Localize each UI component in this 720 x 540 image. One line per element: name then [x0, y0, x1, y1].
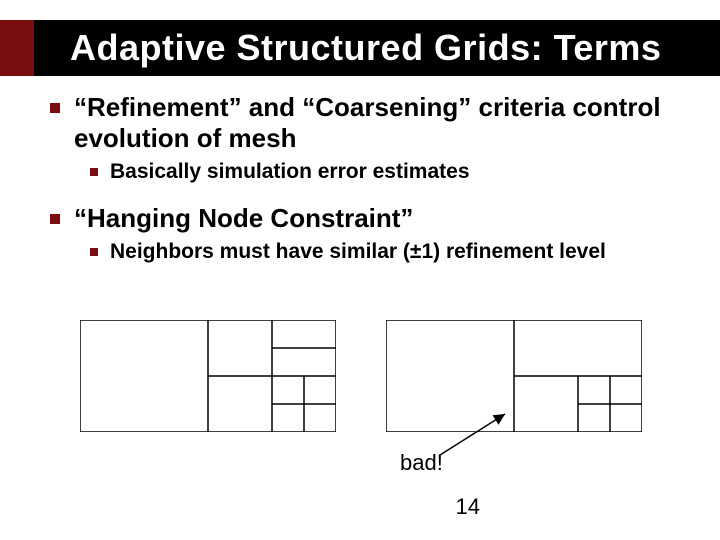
bullet-level1: “Hanging Node Constraint”: [50, 203, 690, 234]
square-bullet-icon: [50, 103, 60, 113]
bullet-text: Basically simulation error estimates: [110, 159, 470, 184]
grid-right: [386, 320, 642, 432]
grid-diagrams: [80, 320, 642, 432]
title-accent: [0, 20, 34, 76]
slide-title: Adaptive Structured Grids: Terms: [70, 27, 661, 69]
bullet-text: “Hanging Node Constraint”: [74, 203, 413, 234]
grid-left: [80, 320, 336, 432]
square-bullet-icon: [50, 214, 60, 224]
bad-label: bad!: [400, 450, 443, 476]
slide: Adaptive Structured Grids: Terms “Refine…: [0, 0, 720, 540]
slide-body: “Refinement” and “Coarsening” criteria c…: [50, 92, 690, 282]
bullet-text: Neighbors must have similar (±1) refinem…: [110, 239, 606, 264]
page-number: 14: [456, 494, 480, 520]
bullet-text: “Refinement” and “Coarsening” criteria c…: [74, 92, 690, 153]
square-bullet-icon: [90, 248, 98, 256]
bullet-level2: Neighbors must have similar (±1) refinem…: [90, 239, 690, 264]
bullet-level2: Basically simulation error estimates: [90, 159, 690, 184]
bullet-level1: “Refinement” and “Coarsening” criteria c…: [50, 92, 690, 153]
title-bar: Adaptive Structured Grids: Terms: [0, 20, 720, 76]
square-bullet-icon: [90, 168, 98, 176]
